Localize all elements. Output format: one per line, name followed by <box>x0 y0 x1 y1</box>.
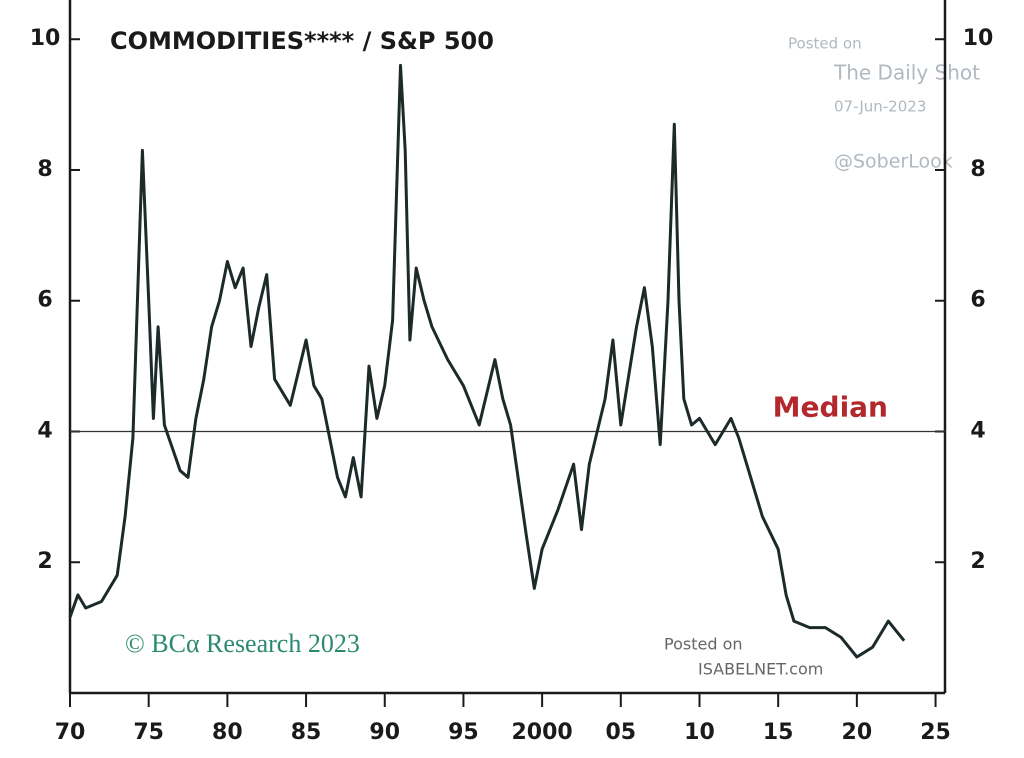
x-tick-label: 20 <box>842 720 873 745</box>
watermark: ISABELNET.com <box>698 660 823 679</box>
y-tick-label: 8 <box>37 157 52 182</box>
y-tick-label: 6 <box>970 288 985 313</box>
watermark: The Daily Shot <box>833 61 980 85</box>
median-label: Median <box>773 390 888 423</box>
x-tick-label: 85 <box>291 720 322 745</box>
x-tick-label: 2000 <box>512 720 573 745</box>
watermark: @SoberLook <box>834 151 953 173</box>
x-tick-label: 25 <box>920 720 951 745</box>
watermark: 07-Jun-2023 <box>834 98 926 116</box>
y-tick-label: 6 <box>37 288 52 313</box>
x-tick-label: 70 <box>55 720 86 745</box>
x-tick-label: 80 <box>212 720 243 745</box>
watermark: © BCα Research 2023 <box>125 629 360 658</box>
y-tick-label: 10 <box>30 26 61 51</box>
x-tick-label: 05 <box>605 720 636 745</box>
watermark: Posted on <box>664 635 743 654</box>
y-tick-label: 4 <box>970 418 985 443</box>
x-tick-label: 15 <box>763 720 794 745</box>
watermark: Posted on <box>788 35 862 53</box>
y-tick-label: 8 <box>970 157 985 182</box>
y-tick-label: 10 <box>963 26 994 51</box>
data-line <box>68 63 906 659</box>
y-tick-label: 4 <box>37 418 52 443</box>
x-tick-label: 95 <box>448 720 479 745</box>
y-tick-label: 2 <box>37 549 52 574</box>
y-tick-label: 2 <box>970 549 985 574</box>
x-tick-label: 10 <box>684 720 715 745</box>
chart-title: COMMODITIES**** / S&P 500 <box>110 27 494 55</box>
x-tick-label: 90 <box>369 720 400 745</box>
x-tick-label: 75 <box>133 720 164 745</box>
